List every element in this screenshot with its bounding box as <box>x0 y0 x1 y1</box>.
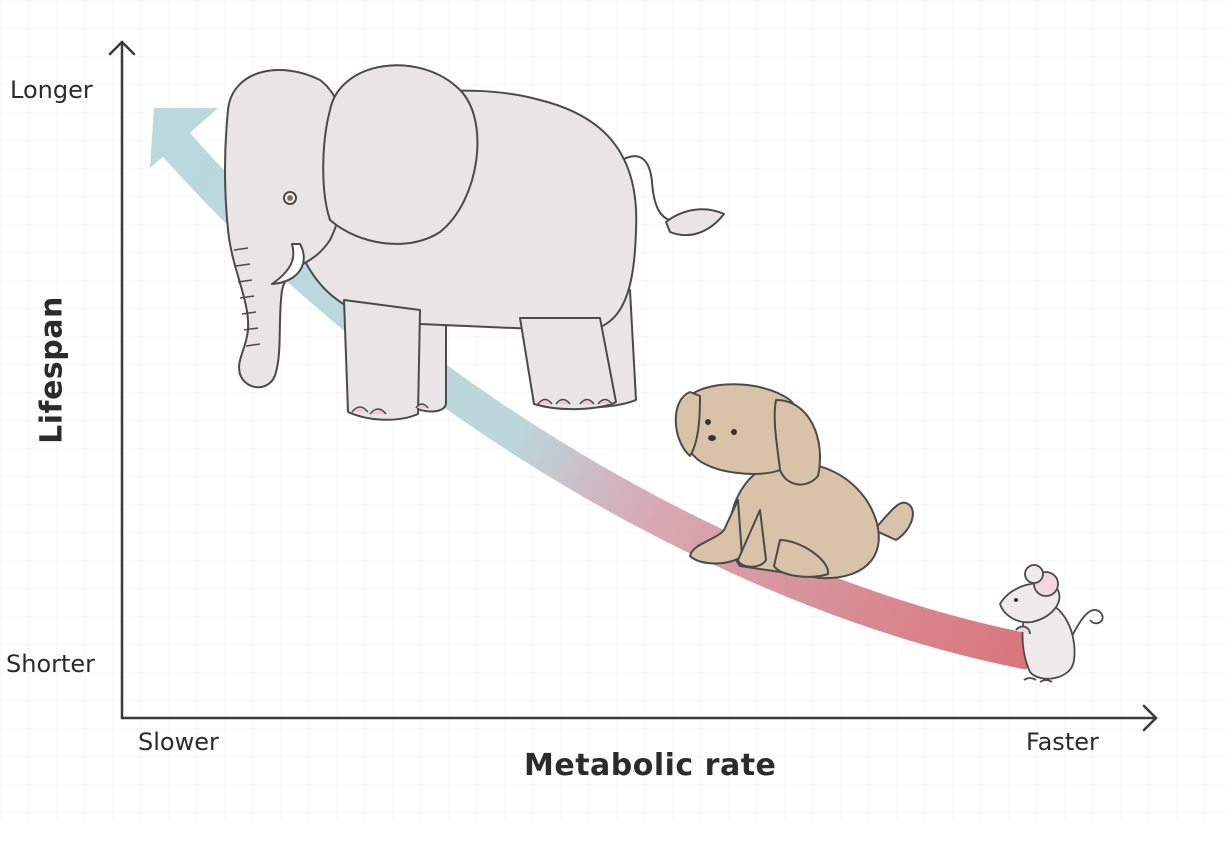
elephant-tail-tuft <box>665 208 725 237</box>
dog-nose <box>708 435 716 441</box>
mouse-eye <box>1014 598 1018 602</box>
mouse-tail <box>1069 609 1104 641</box>
x-axis-left-label: Slower <box>138 728 219 756</box>
x-axis-arrowhead <box>1142 704 1158 732</box>
elephant-ear <box>322 64 479 245</box>
y-axis-top-label: Longer <box>10 76 93 104</box>
axes <box>108 40 1158 732</box>
trend-arrow-head <box>150 108 218 168</box>
x-axis-title: Metabolic rate <box>524 748 777 783</box>
y-axis-title: Lifespan <box>34 296 70 444</box>
dog-ear-left <box>674 391 701 457</box>
elephant-tusk <box>271 243 305 285</box>
dog-front-leg-right <box>689 499 743 565</box>
y-axis-arrowhead <box>108 40 136 56</box>
mouse-illustration <box>999 564 1104 683</box>
dog-front-leg-left <box>737 509 767 568</box>
background-grid <box>0 0 1226 820</box>
elephant-illustration <box>224 64 725 421</box>
elephant-leg-front-right <box>519 317 617 411</box>
dog-eye-left <box>705 419 711 425</box>
x-axis-right-label: Faster <box>1026 728 1099 756</box>
elephant-leg-front-left <box>343 299 421 421</box>
elephant-trunk-wrinkles <box>233 247 261 347</box>
elephant-head-trunk <box>224 69 349 389</box>
mouse-paws <box>1015 625 1031 635</box>
y-axis-bottom-label: Shorter <box>6 650 96 678</box>
elephant-toes <box>351 398 613 415</box>
dog-tail <box>873 501 914 541</box>
dog-illustration <box>674 383 914 580</box>
mouse-feet <box>1023 677 1053 683</box>
dog-ear-right <box>773 399 822 486</box>
dog-eye-right <box>731 429 737 435</box>
mouse-ear-back <box>1024 564 1044 584</box>
elephant-tail <box>621 155 681 223</box>
dog-back-leg <box>773 539 830 578</box>
